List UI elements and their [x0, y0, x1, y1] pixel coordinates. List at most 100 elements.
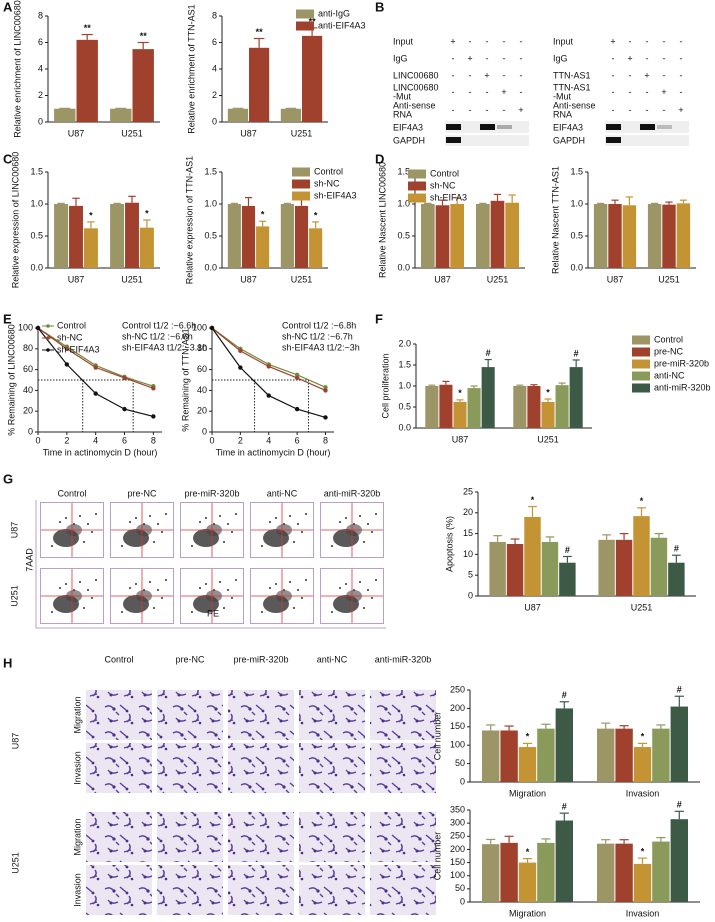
y-tick-label: 200: [450, 844, 465, 854]
flow-x-label: PE: [207, 608, 219, 618]
bar: [662, 204, 676, 268]
bar: [453, 401, 467, 428]
bar: [622, 205, 637, 268]
y-tick-label: 200: [450, 703, 465, 713]
x-tick-label: Migration: [509, 788, 546, 798]
x-tick-label: 0: [209, 435, 214, 445]
x-tick-label: 8: [323, 435, 328, 445]
legend-label: sh-EIF4A3: [314, 190, 357, 200]
blot-row-label: IgG: [553, 53, 568, 63]
bar: [505, 202, 519, 268]
flow-plots: [35, 500, 386, 629]
significance-label: *: [314, 210, 318, 220]
y-tick-label: 250: [450, 684, 465, 694]
legend-label: Control: [57, 320, 86, 330]
data-point: [323, 388, 328, 393]
data-point: [294, 372, 300, 377]
significance-label: **: [140, 31, 148, 41]
y-tick-label: 0: [468, 590, 473, 600]
flow-column-label: anti-NC: [267, 488, 298, 498]
y-tick-label: 100: [450, 740, 465, 750]
annotation: sh-NC t1/2 :~6.6h: [122, 331, 193, 341]
panel-label: G: [3, 471, 13, 486]
data-point: [64, 346, 70, 351]
bar: [670, 706, 688, 782]
bar: [500, 842, 518, 902]
bar: [110, 108, 132, 122]
x-tick-label: U251: [631, 602, 653, 612]
legend-label: anti-IgG: [318, 8, 350, 18]
y-tick-label: 60: [197, 364, 207, 374]
blot-sign: +: [501, 87, 506, 97]
blot-sign: -: [646, 87, 649, 97]
data-point: [238, 365, 243, 370]
bar: [500, 730, 518, 782]
y-axis-title: Cell number: [432, 712, 442, 761]
y-tick-label: 350: [450, 804, 465, 814]
blot-row-label: Input: [393, 36, 414, 46]
y-tick-label: 8: [38, 10, 43, 20]
bar: [597, 728, 615, 782]
transwell-column-label: Control: [104, 654, 133, 664]
y-tick-label: 1.5: [570, 166, 583, 176]
blot-sign: +: [661, 87, 666, 97]
significance-label: *: [89, 210, 93, 220]
blot-row-label: RNA: [393, 109, 412, 119]
data-point: [151, 414, 156, 419]
bar: [425, 386, 439, 428]
significance-label: **: [309, 16, 317, 26]
data-point: [151, 386, 156, 391]
data-point: [294, 406, 300, 412]
bar: [481, 367, 495, 428]
legend-swatch: [632, 347, 650, 357]
y-tick-label: 6: [38, 37, 43, 47]
legend-swatch: [292, 167, 310, 177]
blot-sign: -: [663, 53, 666, 63]
y-tick-label: 50: [455, 883, 465, 893]
bar: [294, 205, 309, 268]
bar: [518, 862, 537, 902]
y-tick-label: 0.0: [397, 262, 410, 272]
data-point: [266, 364, 271, 369]
legend-swatch: [292, 179, 310, 189]
x-tick-label: Invasion: [626, 908, 660, 918]
y-tick-label: 1.5: [204, 166, 217, 176]
y-tick-label: 0.5: [570, 230, 583, 240]
data-point: [64, 362, 70, 367]
blot-sign: -: [469, 87, 472, 97]
data-point: [122, 406, 127, 412]
blot-sign: -: [469, 70, 472, 80]
legend-swatch: [408, 193, 426, 203]
blot-sign: +: [678, 105, 683, 115]
blot-sign: -: [680, 53, 683, 63]
blot-row-label: RNA: [553, 109, 572, 119]
y-tick-label: 2.0: [398, 338, 411, 348]
blot-sign: -: [469, 36, 472, 46]
blot-sign: -: [452, 53, 455, 63]
blot-sign: -: [612, 105, 615, 115]
bar: [518, 747, 537, 782]
assay-label: Migration: [72, 818, 82, 855]
legend-label: anti-EIF4A3: [318, 20, 366, 30]
blot-sign: -: [663, 105, 666, 115]
blot-row-label: Anti-sense: [393, 100, 436, 110]
legend-label: Control: [654, 334, 683, 344]
y-tick-label: 0: [460, 776, 465, 786]
bar: [132, 49, 154, 122]
significance-label: #: [574, 348, 579, 358]
bar: [227, 108, 248, 122]
y-tick-label: 100: [18, 322, 33, 332]
bar: [490, 200, 505, 268]
blot-sign: -: [663, 70, 666, 80]
blot-sign: -: [520, 36, 523, 46]
bar: [256, 226, 270, 268]
blot-band-label: EIF4A3: [393, 122, 423, 132]
blot-sign: -: [680, 70, 683, 80]
blot-row-label: Input: [553, 36, 574, 46]
y-tick-label: 0: [28, 426, 33, 436]
bar: [615, 728, 633, 782]
significance-label: *: [145, 208, 149, 218]
blot-sign: -: [612, 87, 615, 97]
blot-sign: -: [520, 87, 523, 97]
legend-label: sh-NC: [57, 332, 83, 342]
